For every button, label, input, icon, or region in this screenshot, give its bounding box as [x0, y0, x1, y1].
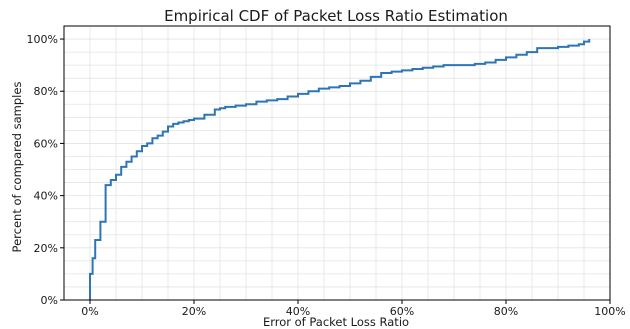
x-tick-label: 80% — [494, 305, 518, 318]
y-tick-label: 60% — [34, 137, 58, 150]
x-tick-label: 40% — [286, 305, 310, 318]
data-layer — [89, 39, 591, 300]
y-tick-label: 0% — [41, 294, 58, 307]
plot-frame — [63, 25, 611, 301]
y-tick-label: 80% — [34, 85, 58, 98]
y-axis-ticks: 0% 20% 40% 60% 80% 100% — [27, 33, 64, 307]
x-tick-label: 20% — [182, 305, 206, 318]
cdf-step-line — [89, 39, 591, 300]
y-tick-label: 40% — [34, 190, 58, 203]
chart-title: Empirical CDF of Packet Loss Ratio Estim… — [164, 7, 508, 25]
x-tick-label: 60% — [390, 305, 414, 318]
x-axis-label: Error of Packet Loss Ratio — [263, 315, 409, 329]
x-tick-label: 0% — [81, 305, 98, 318]
y-tick-label: 20% — [34, 242, 58, 255]
x-axis-ticks: 0% 20% 40% 60% 80% 100% — [81, 300, 626, 318]
y-tick-label: 100% — [27, 33, 58, 46]
y-axis-label: Percent of compared samples — [10, 82, 24, 253]
x-tick-label: 100% — [594, 305, 625, 318]
grid — [64, 26, 611, 301]
